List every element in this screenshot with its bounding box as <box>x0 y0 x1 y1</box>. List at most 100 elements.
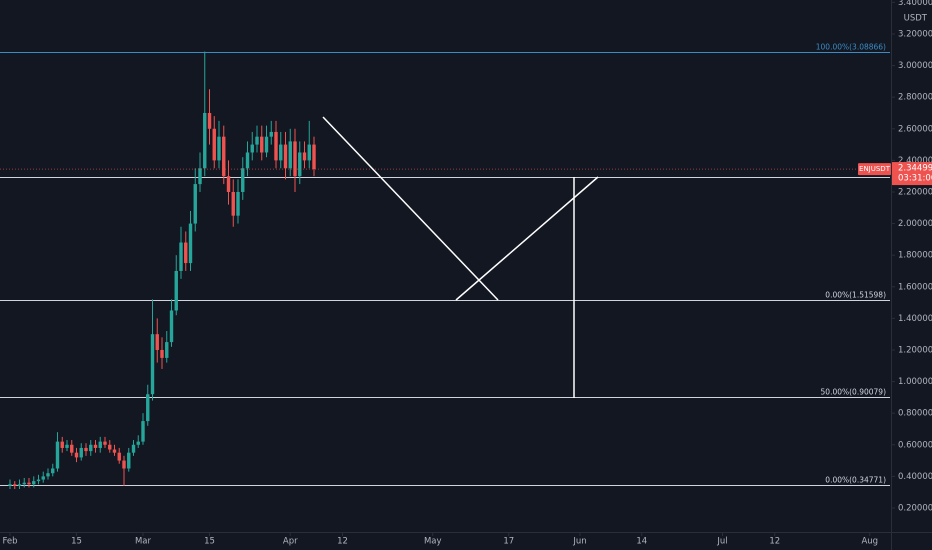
candle-body <box>160 349 164 358</box>
candle-body <box>179 242 183 271</box>
candle-body <box>27 482 31 485</box>
symbol-tag <box>858 163 891 176</box>
candle-body <box>260 136 264 153</box>
candle-body <box>60 441 64 448</box>
candle-body <box>17 484 22 486</box>
candle-body <box>112 449 117 453</box>
candle-body <box>127 452 131 469</box>
candle-body <box>217 136 221 161</box>
candle-body <box>226 176 231 192</box>
fib-level-label: 50.00%(0.90079) <box>821 388 887 397</box>
y-tick-label: 3.20000 <box>898 29 932 39</box>
fib-level-label: 0.00%(1.51598) <box>825 291 886 300</box>
price-tag <box>892 162 932 186</box>
candle-body <box>70 444 74 453</box>
candle-body <box>74 452 79 458</box>
candle-body <box>46 473 50 477</box>
candle-body <box>117 452 121 461</box>
candle-body <box>302 152 307 161</box>
candle-body <box>188 223 193 264</box>
candle-body <box>236 191 240 216</box>
y-tick-label: 0.60000 <box>898 440 932 450</box>
x-tick-label: 17 <box>503 537 514 547</box>
y-tick-label: 1.00000 <box>898 377 932 387</box>
currency-label: USDT <box>904 14 928 24</box>
candle-body <box>36 479 41 482</box>
candle-body <box>298 152 302 177</box>
x-tick-label: 12 <box>769 537 780 547</box>
candle-body <box>22 482 26 485</box>
candle-body <box>184 242 188 264</box>
candle-body <box>141 421 145 442</box>
candle-body <box>274 131 278 161</box>
fib-level-label: 100.00%(3.08866) <box>816 43 886 52</box>
candle-body <box>174 270 178 311</box>
y-tick-label: 0.80000 <box>898 409 932 419</box>
fib-level-label: 0.00%(0.34771) <box>825 476 886 485</box>
x-tick-label: May <box>424 537 442 547</box>
candle-body <box>155 334 159 350</box>
y-tick-label: 2.00000 <box>898 219 932 229</box>
y-tick-label: 2.40000 <box>898 156 932 166</box>
candle-body <box>207 112 212 129</box>
candle-body <box>279 144 283 161</box>
x-tick-label: 15 <box>71 537 82 547</box>
candle-body <box>203 112 207 169</box>
candle-body <box>108 444 112 450</box>
candle-body <box>307 144 311 161</box>
x-tick-label: Apr <box>283 537 298 547</box>
candle-body <box>150 334 155 395</box>
candle-body <box>255 136 259 145</box>
candle-body <box>84 447 88 452</box>
candle-body <box>89 444 93 452</box>
y-tick-label: 2.60000 <box>898 124 932 134</box>
candle-body <box>41 476 45 480</box>
drawing-line <box>322 116 499 301</box>
candle-body <box>122 460 126 469</box>
candle-body <box>93 444 98 448</box>
x-tick-label: 15 <box>204 537 215 547</box>
candle-body <box>136 441 140 445</box>
x-tick-label: Mar <box>135 537 152 547</box>
candle-body <box>193 184 197 224</box>
candle-body <box>8 484 12 486</box>
last-price-label: 2.34499 <box>898 164 932 174</box>
x-tick-label: Jun <box>572 537 586 547</box>
y-tick-label: 0.20000 <box>898 503 932 513</box>
candle-body <box>250 144 254 153</box>
y-tick-label: 1.20000 <box>898 345 932 355</box>
x-tick-label: Feb <box>2 537 17 547</box>
candle-body <box>13 484 17 486</box>
candle-body <box>222 136 226 177</box>
candle-body <box>79 447 83 458</box>
candle-body <box>293 141 297 177</box>
countdown-label: 03:31:06 <box>898 174 932 184</box>
y-tick-label: 0.40000 <box>898 472 932 482</box>
y-tick-label: 1.60000 <box>898 282 932 292</box>
symbol-label: ENJUSDT <box>859 165 891 173</box>
candle-body <box>245 152 250 169</box>
candle-body <box>98 441 102 448</box>
candle-body <box>231 191 235 216</box>
candle-body <box>51 468 55 474</box>
candle-body <box>198 168 202 185</box>
x-tick-label: Jul <box>716 537 727 547</box>
y-tick-label: 1.40000 <box>898 314 932 324</box>
candle-body <box>146 394 150 422</box>
y-tick-label: 3.00000 <box>898 61 932 71</box>
candle-body <box>103 441 107 445</box>
candle-body <box>212 128 216 161</box>
candle-body <box>32 481 36 485</box>
candle-body <box>264 136 269 153</box>
candle-body <box>169 310 174 343</box>
candle-body <box>55 441 60 469</box>
candle-body <box>241 168 245 192</box>
y-tick-label: 2.80000 <box>898 93 932 103</box>
candle-body <box>288 141 292 169</box>
candle-body <box>131 444 136 453</box>
y-tick-label: 1.80000 <box>898 251 932 261</box>
x-tick-label: Aug <box>861 537 878 547</box>
